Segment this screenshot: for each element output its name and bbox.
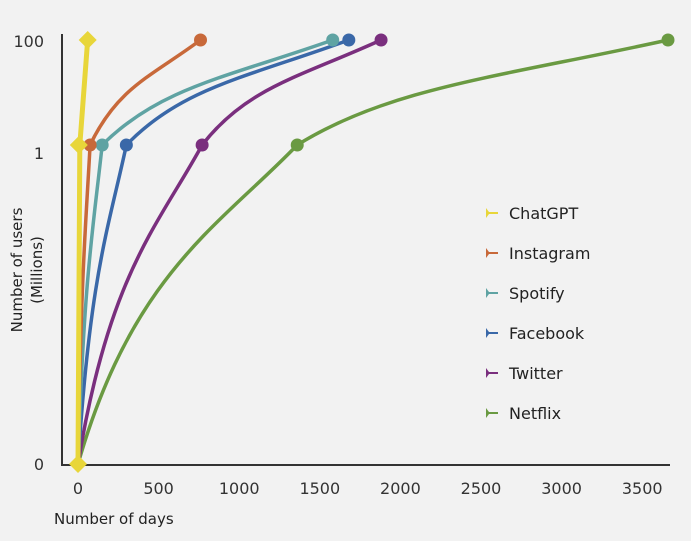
legend-marker-icon xyxy=(486,248,498,258)
x-tick-label: 3500 xyxy=(622,479,663,498)
legend-label: Facebook xyxy=(509,324,585,343)
legend: ChatGPT Instagram Spotify Facebook Twitter Ne… xyxy=(486,204,590,423)
legend-label: Twitter xyxy=(508,364,563,383)
y-axis-label: Number of users (Millions) xyxy=(8,207,46,332)
data-point-chatgpt xyxy=(69,136,88,154)
legend-label: Netflix xyxy=(509,404,561,423)
legend-item-spotify: Spotify xyxy=(486,284,565,303)
data-point-twitter xyxy=(374,33,388,47)
y-axis-label-line-2: (Millions) xyxy=(28,236,46,304)
legend-item-twitter: Twitter xyxy=(486,364,563,383)
series-group xyxy=(69,31,675,473)
legend-label: ChatGPT xyxy=(509,204,578,223)
legend-marker-icon xyxy=(486,208,498,218)
x-tick-label: 1000 xyxy=(219,479,260,498)
legend-item-netflix: Netflix xyxy=(486,404,561,423)
legend-item-instagram: Instagram xyxy=(486,244,590,263)
y-tick-label: 100 xyxy=(13,32,44,51)
y-ticks: 0 1 100 xyxy=(13,32,44,474)
legend-label: Spotify xyxy=(509,284,565,303)
y-tick-label: 0 xyxy=(34,455,44,474)
legend-marker-icon xyxy=(486,368,498,378)
x-ticks: 0 500 1000 1500 2000 2500 3000 3500 xyxy=(73,479,663,498)
legend-item-chatgpt: ChatGPT xyxy=(486,204,578,223)
x-tick-label: 0 xyxy=(73,479,83,498)
data-point-twitter xyxy=(195,138,209,152)
axes xyxy=(61,34,670,466)
data-point-instagram xyxy=(83,138,97,152)
legend-item-facebook: Facebook xyxy=(486,324,585,343)
data-point-spotify xyxy=(95,138,109,152)
data-point-instagram xyxy=(194,33,208,47)
data-point-netflix xyxy=(290,138,304,152)
data-point-facebook xyxy=(119,138,133,152)
x-axis-label: Number of days xyxy=(54,510,174,528)
x-tick-label: 2500 xyxy=(461,479,502,498)
x-tick-label: 3000 xyxy=(541,479,582,498)
y-tick-label: 1 xyxy=(34,144,44,163)
legend-marker-icon xyxy=(486,408,498,418)
x-tick-label: 500 xyxy=(143,479,174,498)
x-tick-label: 1500 xyxy=(299,479,340,498)
legend-marker-icon xyxy=(486,328,498,338)
data-point-chatgpt xyxy=(78,31,97,49)
x-tick-label: 2000 xyxy=(380,479,421,498)
y-axis-label-line-1: Number of users xyxy=(8,207,26,332)
data-point-facebook xyxy=(342,33,356,47)
data-point-chatgpt xyxy=(69,455,87,473)
legend-label: Instagram xyxy=(509,244,590,263)
data-point-netflix xyxy=(661,33,675,47)
series-line-twitter xyxy=(76,38,383,466)
data-point-spotify xyxy=(326,33,340,47)
legend-marker-icon xyxy=(486,288,498,298)
